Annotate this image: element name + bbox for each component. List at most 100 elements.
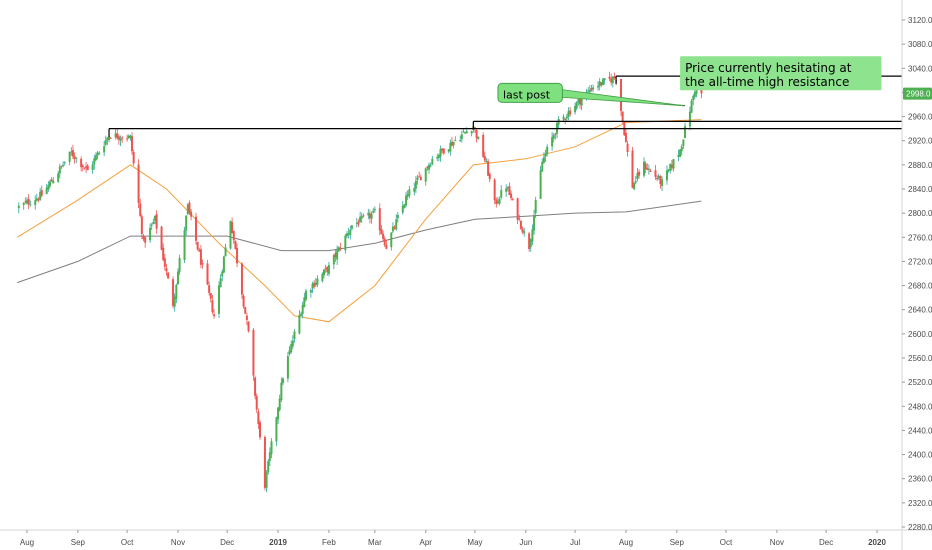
candle: [45, 183, 48, 195]
candle: [268, 447, 271, 467]
candle: [577, 99, 580, 106]
candle: [234, 240, 237, 250]
candle-body-up: [45, 187, 48, 194]
candle-body-up: [424, 168, 427, 182]
candle: [188, 200, 191, 216]
candle-body-up: [531, 229, 534, 242]
y-tick-label: 2960.0: [908, 113, 932, 122]
y-tick-label: 2320.0: [908, 499, 932, 508]
candle-body-up: [690, 100, 693, 113]
candle: [109, 137, 112, 139]
candle-body-down: [621, 111, 624, 122]
candle-body-down: [382, 233, 385, 239]
y-tick-label: 3080.0: [908, 40, 932, 49]
x-tick-label: Aug: [20, 538, 34, 547]
candle: [498, 196, 501, 206]
candle: [370, 211, 373, 224]
candle: [103, 140, 106, 157]
candle-body-down: [86, 165, 89, 171]
candle: [339, 242, 342, 251]
candle-body-up: [611, 76, 614, 83]
candle-body-down: [188, 202, 191, 213]
candle-body-up: [286, 356, 289, 379]
candle-body-up: [562, 116, 565, 120]
candle: [587, 87, 590, 94]
last-post-callout-text: last post: [503, 88, 551, 101]
candle-body-down: [71, 150, 74, 157]
candle-body-down: [40, 190, 43, 196]
candle: [569, 106, 572, 117]
candle: [175, 283, 178, 304]
candle-body-down: [626, 143, 629, 152]
candle-body-up: [281, 378, 284, 383]
candle: [451, 136, 453, 147]
candle: [199, 244, 202, 268]
last-post-callout[interactable]: last post: [497, 82, 684, 107]
candle-body-up: [75, 157, 78, 159]
candle: [541, 158, 544, 172]
candle: [201, 259, 204, 269]
candle: [129, 134, 132, 141]
candle: [39, 187, 42, 202]
candle-body-up: [414, 180, 417, 189]
candle: [405, 191, 408, 208]
candle: [682, 139, 685, 150]
candle-body-up: [68, 151, 71, 162]
x-tick-label: 2019: [269, 538, 287, 547]
candle-body-down: [620, 78, 623, 111]
candle: [631, 146, 634, 189]
candle: [63, 161, 66, 166]
candle-body-up: [657, 175, 660, 178]
candle-body-down: [60, 165, 63, 167]
candle-body-up: [523, 231, 526, 234]
candle: [419, 174, 422, 181]
candle: [659, 175, 662, 189]
candle: [337, 246, 340, 253]
candle: [345, 231, 348, 239]
candle-body-down: [117, 136, 120, 140]
candle-body-up: [311, 284, 314, 289]
x-tick-label: 2020: [868, 538, 886, 547]
candle-body-down: [199, 249, 202, 265]
candle-body-down: [487, 161, 490, 176]
candle-body-down: [510, 193, 513, 199]
candle-body-up: [229, 221, 232, 249]
candle: [574, 102, 577, 115]
candle-body-up: [185, 215, 188, 231]
candle: [281, 377, 284, 386]
candle-body-up: [173, 296, 176, 307]
candle: [240, 262, 243, 299]
candle: [94, 152, 97, 162]
candle-body-up: [222, 256, 225, 273]
candle: [372, 207, 375, 214]
y-tick-label: 2680.0: [908, 282, 932, 291]
candle-body-up: [642, 161, 645, 176]
candle-body-down: [521, 228, 524, 233]
candle-body-up: [94, 155, 97, 161]
candle: [35, 193, 38, 202]
candle-body-up: [665, 170, 668, 181]
candle-body-up: [321, 273, 324, 281]
candle-body-up: [373, 209, 376, 211]
candle: [221, 269, 224, 282]
candle-body-up: [597, 85, 600, 88]
candle-body-up: [17, 205, 20, 209]
candle-body-up: [485, 161, 488, 163]
candle: [73, 152, 76, 164]
x-tick-label: Apr: [420, 538, 433, 547]
candle: [603, 78, 606, 85]
candle: [244, 306, 247, 314]
candle-body-up: [93, 158, 96, 165]
candle-body-up: [70, 151, 73, 153]
time-axis[interactable]: Aug Sep Oct Nov Dec 2019 Feb Mar Apr May Jun Jul Aug…: [20, 530, 887, 547]
candle: [290, 340, 293, 354]
candle: [229, 220, 232, 250]
candle: [106, 136, 109, 146]
candle: [163, 253, 166, 271]
candle: [303, 292, 306, 308]
candle-body-down: [475, 129, 478, 139]
candle-body-down: [554, 133, 557, 135]
candle-body-up: [345, 233, 348, 236]
